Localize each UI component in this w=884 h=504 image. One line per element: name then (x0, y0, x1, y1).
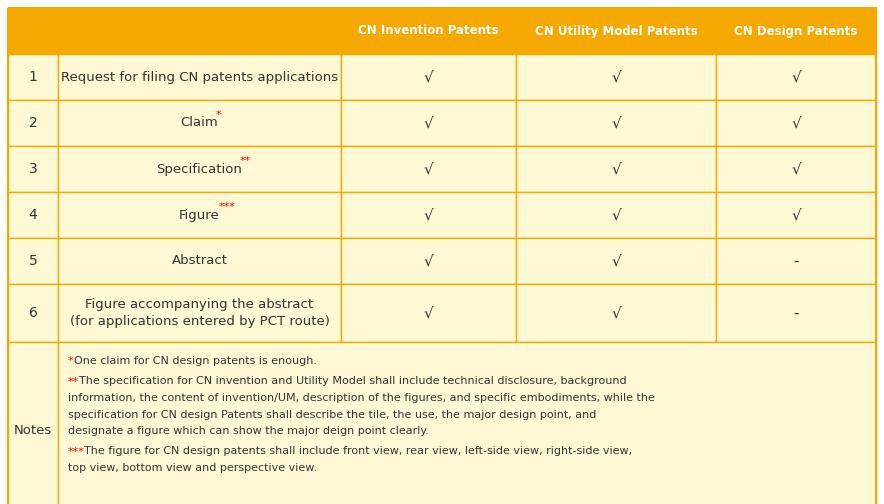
Text: Abstract: Abstract (171, 255, 227, 268)
Bar (341, 54, 516, 100)
Bar (516, 100, 716, 146)
Bar (516, 8, 716, 54)
Text: Request for filing CN patents applications: Request for filing CN patents applicatio… (61, 71, 338, 84)
Bar (716, 100, 876, 146)
Text: -: - (793, 305, 799, 321)
Text: √: √ (611, 254, 621, 269)
Text: *: * (68, 356, 73, 366)
Text: specification for CN design Patents shall describe the tile, the use, the major : specification for CN design Patents shal… (68, 409, 597, 419)
Text: Specification: Specification (156, 162, 242, 175)
Bar (516, 284, 716, 342)
Text: One claim for CN design patents is enough.: One claim for CN design patents is enoug… (73, 356, 316, 366)
Bar (58, 100, 341, 146)
Bar (716, 238, 876, 284)
Text: √: √ (791, 161, 801, 176)
Text: √: √ (423, 305, 433, 321)
Bar (716, 284, 876, 342)
Bar (58, 342, 876, 504)
Text: *: * (216, 110, 222, 120)
Text: 3: 3 (28, 162, 37, 176)
Bar (516, 238, 716, 284)
Bar (8, 100, 58, 146)
Text: 5: 5 (28, 254, 37, 268)
Bar (341, 100, 516, 146)
Bar (341, 146, 516, 192)
Text: **: ** (68, 376, 80, 387)
Text: -: - (793, 254, 799, 269)
Bar (341, 238, 516, 284)
Text: √: √ (423, 254, 433, 269)
Text: CN Utility Model Patents: CN Utility Model Patents (535, 25, 697, 37)
Text: √: √ (611, 305, 621, 321)
Text: Figure accompanying the abstract
(for applications entered by PCT route): Figure accompanying the abstract (for ap… (70, 298, 330, 328)
Bar (716, 192, 876, 238)
Bar (8, 238, 58, 284)
Bar (58, 238, 341, 284)
Text: √: √ (423, 70, 433, 85)
Text: The figure for CN design patents shall include front view, rear view, left-side : The figure for CN design patents shall i… (85, 447, 633, 457)
Text: 4: 4 (28, 208, 37, 222)
Bar (716, 146, 876, 192)
Text: 6: 6 (28, 306, 37, 320)
Text: √: √ (791, 70, 801, 85)
Text: information, the content of invention/UM, description of the figures, and specif: information, the content of invention/UM… (68, 393, 655, 403)
Bar (58, 54, 341, 100)
Bar (341, 8, 516, 54)
Text: designate a figure which can show the major deign point clearly.: designate a figure which can show the ma… (68, 426, 429, 436)
Text: ***: *** (219, 202, 236, 212)
Bar (716, 54, 876, 100)
Text: √: √ (791, 208, 801, 222)
Bar (341, 192, 516, 238)
Text: CN Invention Patents: CN Invention Patents (358, 25, 499, 37)
Text: √: √ (611, 70, 621, 85)
Text: Figure: Figure (179, 209, 220, 221)
Bar (8, 146, 58, 192)
Bar (58, 192, 341, 238)
Text: CN Design Patents: CN Design Patents (735, 25, 857, 37)
Text: Claim: Claim (180, 116, 218, 130)
Text: 2: 2 (28, 116, 37, 130)
Bar (8, 192, 58, 238)
Bar (58, 284, 341, 342)
Text: The specification for CN invention and Utility Model shall include technical dis: The specification for CN invention and U… (79, 376, 627, 387)
Text: √: √ (791, 115, 801, 131)
Text: top view, bottom view and perspective view.: top view, bottom view and perspective vi… (68, 463, 317, 473)
Text: 1: 1 (28, 70, 37, 84)
Text: √: √ (423, 115, 433, 131)
Text: Notes: Notes (14, 424, 52, 437)
Bar (516, 192, 716, 238)
Bar (8, 342, 58, 504)
Text: √: √ (611, 161, 621, 176)
Bar (516, 54, 716, 100)
Bar (8, 54, 58, 100)
Bar (516, 146, 716, 192)
Text: √: √ (611, 208, 621, 222)
Bar (716, 8, 876, 54)
Text: ***: *** (68, 447, 85, 457)
Text: **: ** (240, 156, 250, 166)
Text: √: √ (611, 115, 621, 131)
Bar (58, 146, 341, 192)
Bar (341, 284, 516, 342)
Text: √: √ (423, 208, 433, 222)
Bar (8, 284, 58, 342)
Bar (8, 8, 341, 54)
Text: √: √ (423, 161, 433, 176)
